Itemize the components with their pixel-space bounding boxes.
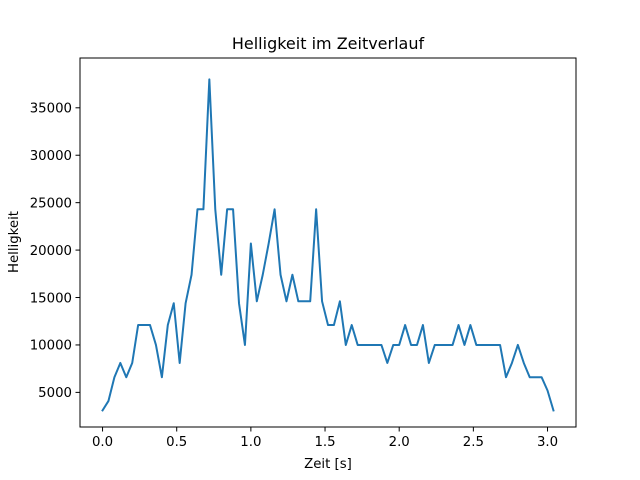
x-tick-label: 1.5 [314,435,335,450]
x-tick-label: 0.0 [92,435,113,450]
plot-frame [79,57,577,428]
y-tick-label: 15000 [30,291,72,306]
y-tick-label: 25000 [30,196,72,211]
chart-title: Helligkeit im Zeitverlauf [232,34,425,53]
plot-area [80,58,576,427]
x-tick-label: 0.5 [166,435,187,450]
x-tick-label: 3.0 [537,435,558,450]
x-axis-label: Zeit [s] [304,457,352,472]
series-line [101,78,555,412]
y-tick-label: 20000 [30,244,72,259]
y-axis-ticks: 5000 10000 15000 20000 25000 30000 35000 [30,102,80,401]
y-tick-label: 5000 [38,386,72,401]
y-tick-label: 35000 [30,102,72,117]
x-tick-label: 2.5 [463,435,484,450]
y-tick-label: 30000 [30,149,72,164]
x-tick-label: 2.0 [389,435,410,450]
x-axis-ticks: 0.0 0.5 1.0 1.5 2.0 2.5 3.0 [92,427,558,450]
y-tick-label: 10000 [30,339,72,354]
x-tick-label: 1.0 [240,435,261,450]
y-axis-label: Helligkeit [7,211,22,273]
